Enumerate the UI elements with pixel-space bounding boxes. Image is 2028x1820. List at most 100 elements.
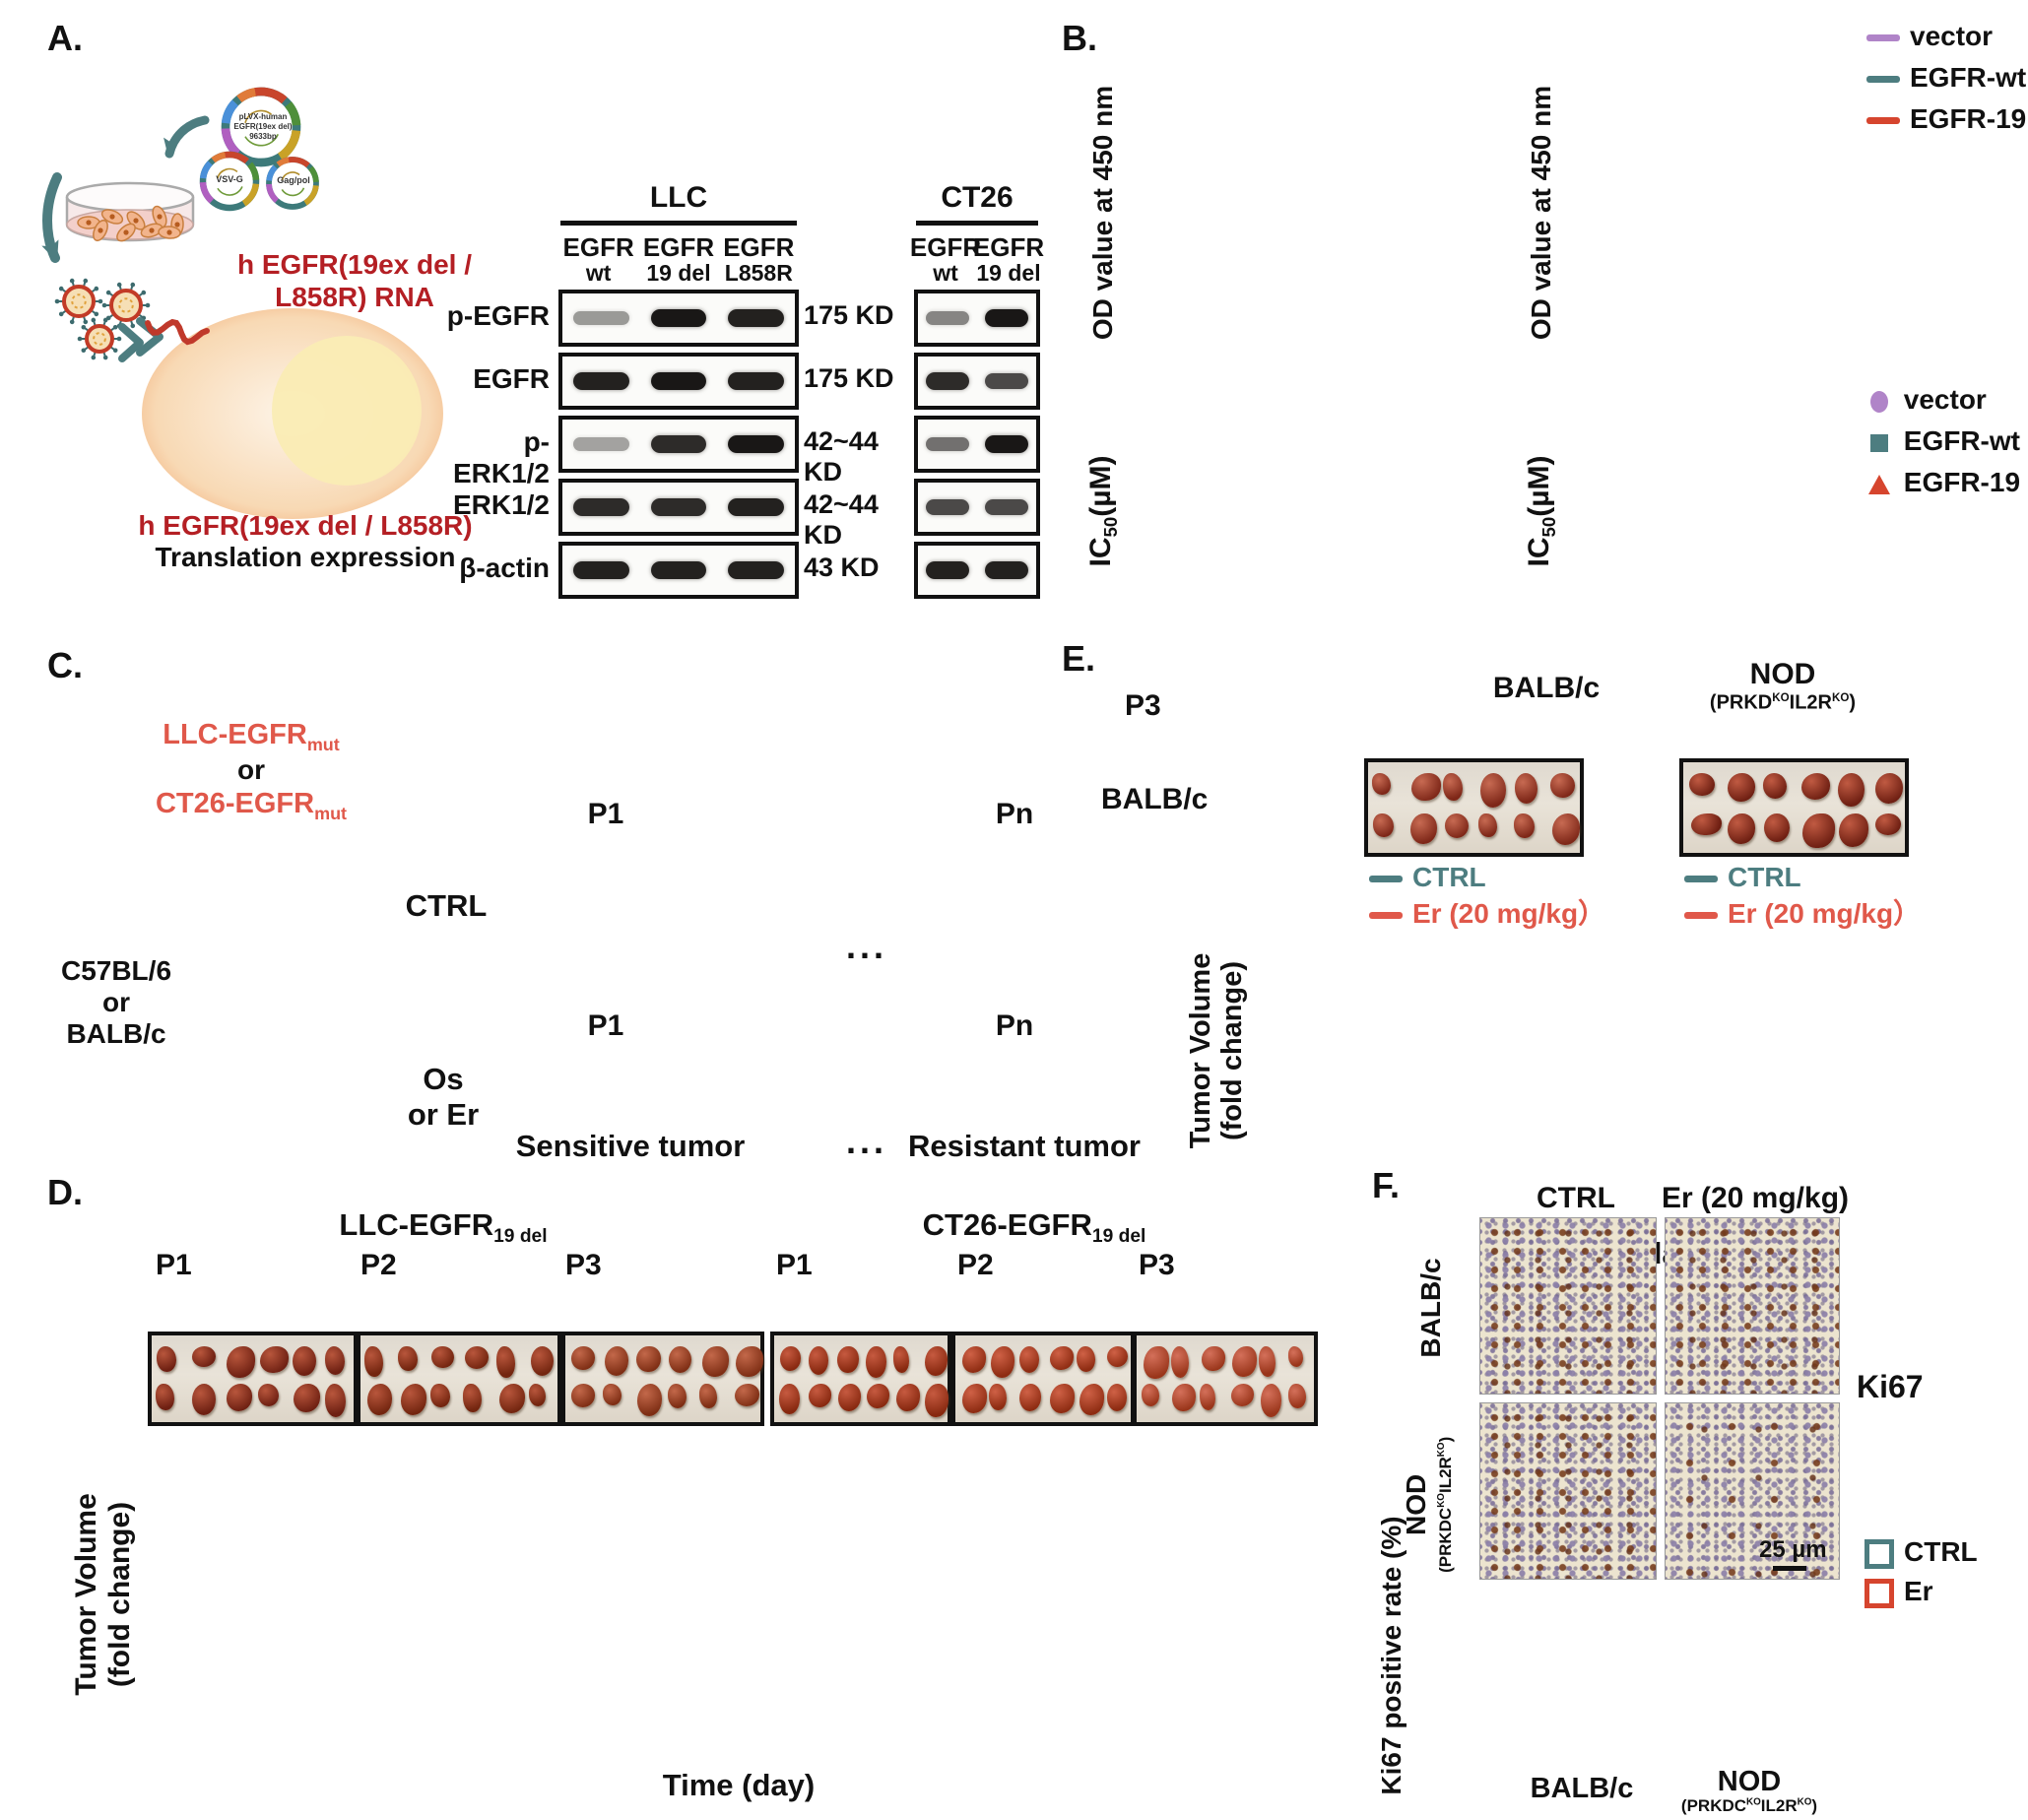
tumor-blob — [227, 1345, 256, 1379]
ct26-ic50-chart — [1512, 384, 1945, 689]
ctrl-dash — [1369, 876, 1403, 883]
tumor-blob — [431, 1345, 454, 1369]
f-ctrl-swatch — [1864, 1538, 1894, 1569]
tumor-blob — [571, 1345, 596, 1371]
tumor-blob — [636, 1384, 662, 1416]
translation-label-red: h EGFR(19ex del / L858R) — [138, 510, 473, 541]
f-col-er: Er (20 mg/kg) — [1661, 1182, 1850, 1214]
egfr-wt-dash-swatch — [1866, 76, 1900, 84]
e-legend-nod: CTRL Er (20 mg/kg） — [1684, 859, 1921, 932]
western-blots: LLC EGFR wt EGFR 19 del EGFR L858R p-EGFR 175 KD… — [433, 177, 1064, 620]
blot-band — [728, 498, 784, 516]
panel-f-label: F. — [1372, 1165, 1401, 1205]
tumor-blob — [636, 1345, 661, 1373]
blot-band — [728, 372, 784, 390]
blot-band — [985, 372, 1028, 390]
blot-lane-sublabel: wt — [933, 260, 958, 286]
d-photo-ct26-p2 — [951, 1332, 1135, 1426]
blot-row-label: p-ERK1/2 — [452, 426, 550, 488]
blot-row-label: p-EGFR — [446, 300, 550, 331]
ic50-legend-vector: vector — [1866, 379, 2028, 421]
tumor-blob — [1551, 812, 1581, 845]
tumor-blob — [961, 1384, 987, 1413]
resistant-tumor-label: Resistant tumor — [908, 1129, 1141, 1163]
rna-label: h EGFR(19ex del / L858R) RNA — [236, 249, 473, 312]
tumor-blob — [1018, 1345, 1040, 1374]
tumor-blob — [257, 1384, 280, 1407]
tumor-blob — [1802, 812, 1835, 849]
llc-ic50-chart — [1074, 384, 1497, 689]
tumor-blob — [668, 1345, 691, 1373]
tumor-blob — [808, 1345, 829, 1375]
tumor-blob — [398, 1345, 418, 1371]
tumor-blob — [893, 1345, 910, 1374]
egfr-19del-triangle-marker — [1868, 474, 1890, 494]
ellipsis-bottom: ... — [845, 1121, 887, 1161]
tumor-blob — [735, 1345, 763, 1378]
petri-dish-icon — [65, 181, 195, 242]
legend-item-egfr-wt: EGFR-wt — [1866, 57, 2028, 98]
tumor-blob — [1727, 773, 1755, 803]
tumor-blob — [430, 1384, 450, 1407]
plasmid-icon — [266, 157, 319, 210]
plasmid-main-label: pLVX-human EGFR(19ex del) 9633bp — [233, 112, 293, 141]
blot-band — [985, 498, 1028, 516]
tumor-blob — [463, 1384, 482, 1412]
d-photo-llc-p1 — [148, 1332, 358, 1426]
vector-dash-swatch — [1866, 34, 1900, 42]
ellipsis-top: ... — [845, 926, 887, 966]
translation-label-black: Translation expression — [155, 542, 456, 572]
pn-top-label: Pn — [995, 798, 1034, 830]
blot-band — [926, 372, 969, 390]
tumor-blob — [528, 1384, 547, 1406]
tumor-blob — [156, 1384, 175, 1411]
tumor-blob — [961, 1345, 987, 1373]
tumor-blob — [667, 1384, 687, 1409]
vector-circle-marker — [1870, 390, 1888, 413]
tumor-blob — [1258, 1345, 1276, 1377]
tumor-blob — [866, 1345, 887, 1379]
tumor-blob — [1838, 773, 1864, 808]
tumor-blob — [988, 1384, 1007, 1411]
f-ihc-balbc-ctrl — [1479, 1217, 1657, 1395]
tumor-blob — [1049, 1345, 1075, 1370]
f-ki67-label: Ki67 — [1857, 1369, 1924, 1404]
tumor-blob — [324, 1345, 346, 1375]
tumor-blob — [1232, 1345, 1258, 1378]
tumor-blob — [1288, 1384, 1306, 1409]
tumor-blob — [837, 1384, 861, 1411]
tumor-blob — [260, 1345, 289, 1373]
tumor-blob — [1839, 812, 1869, 847]
blot-kd-label: 43 KD — [804, 552, 880, 582]
plasmid-icon — [199, 151, 260, 212]
tumor-blob — [1019, 1384, 1041, 1411]
blot-row-label: ERK1/2 — [452, 489, 550, 520]
tumor-blob — [292, 1345, 316, 1376]
f-row-balbc: BALB/c — [1415, 1258, 1446, 1358]
tumor-blob — [226, 1384, 253, 1411]
blot-band — [926, 436, 969, 452]
d-ct26-p1: P1 — [776, 1249, 813, 1281]
host-strain-or: or — [102, 987, 130, 1017]
f-legend: CTRL Er — [1864, 1532, 1978, 1611]
ct26-growth-chart — [1512, 54, 1945, 379]
ct26-egfr-mut-label: CT26-EGFRmut — [155, 788, 348, 823]
tumor-blob — [1689, 773, 1715, 796]
tumor-blob — [1801, 773, 1831, 800]
blot-box — [914, 479, 1040, 536]
blot-row-label: β-actin — [459, 552, 550, 583]
e-nod-genotype: (PRKDKOIL2RKO) — [1709, 691, 1857, 714]
tumor-blob — [1144, 1345, 1169, 1380]
tumor-blob — [734, 1384, 760, 1407]
growth-legend: vector EGFR-wt EGFR-19 del — [1866, 16, 2028, 140]
blot-row-label: EGFR — [473, 363, 550, 394]
or-label: or — [237, 754, 265, 785]
d-ct26-p2: P2 — [957, 1249, 994, 1281]
panel-d-label: D. — [47, 1172, 83, 1212]
ic50-legend-egfr-wt: EGFR-wt — [1866, 421, 2028, 462]
blot-kd-label: 175 KD — [804, 300, 894, 330]
plasmid-gag-label: Gag/pol — [277, 175, 310, 185]
panel-b-label: B. — [1062, 18, 1097, 58]
blot-box — [558, 416, 799, 473]
ic50-legend-egfr-19del: EGFR-19 del — [1866, 462, 2028, 503]
